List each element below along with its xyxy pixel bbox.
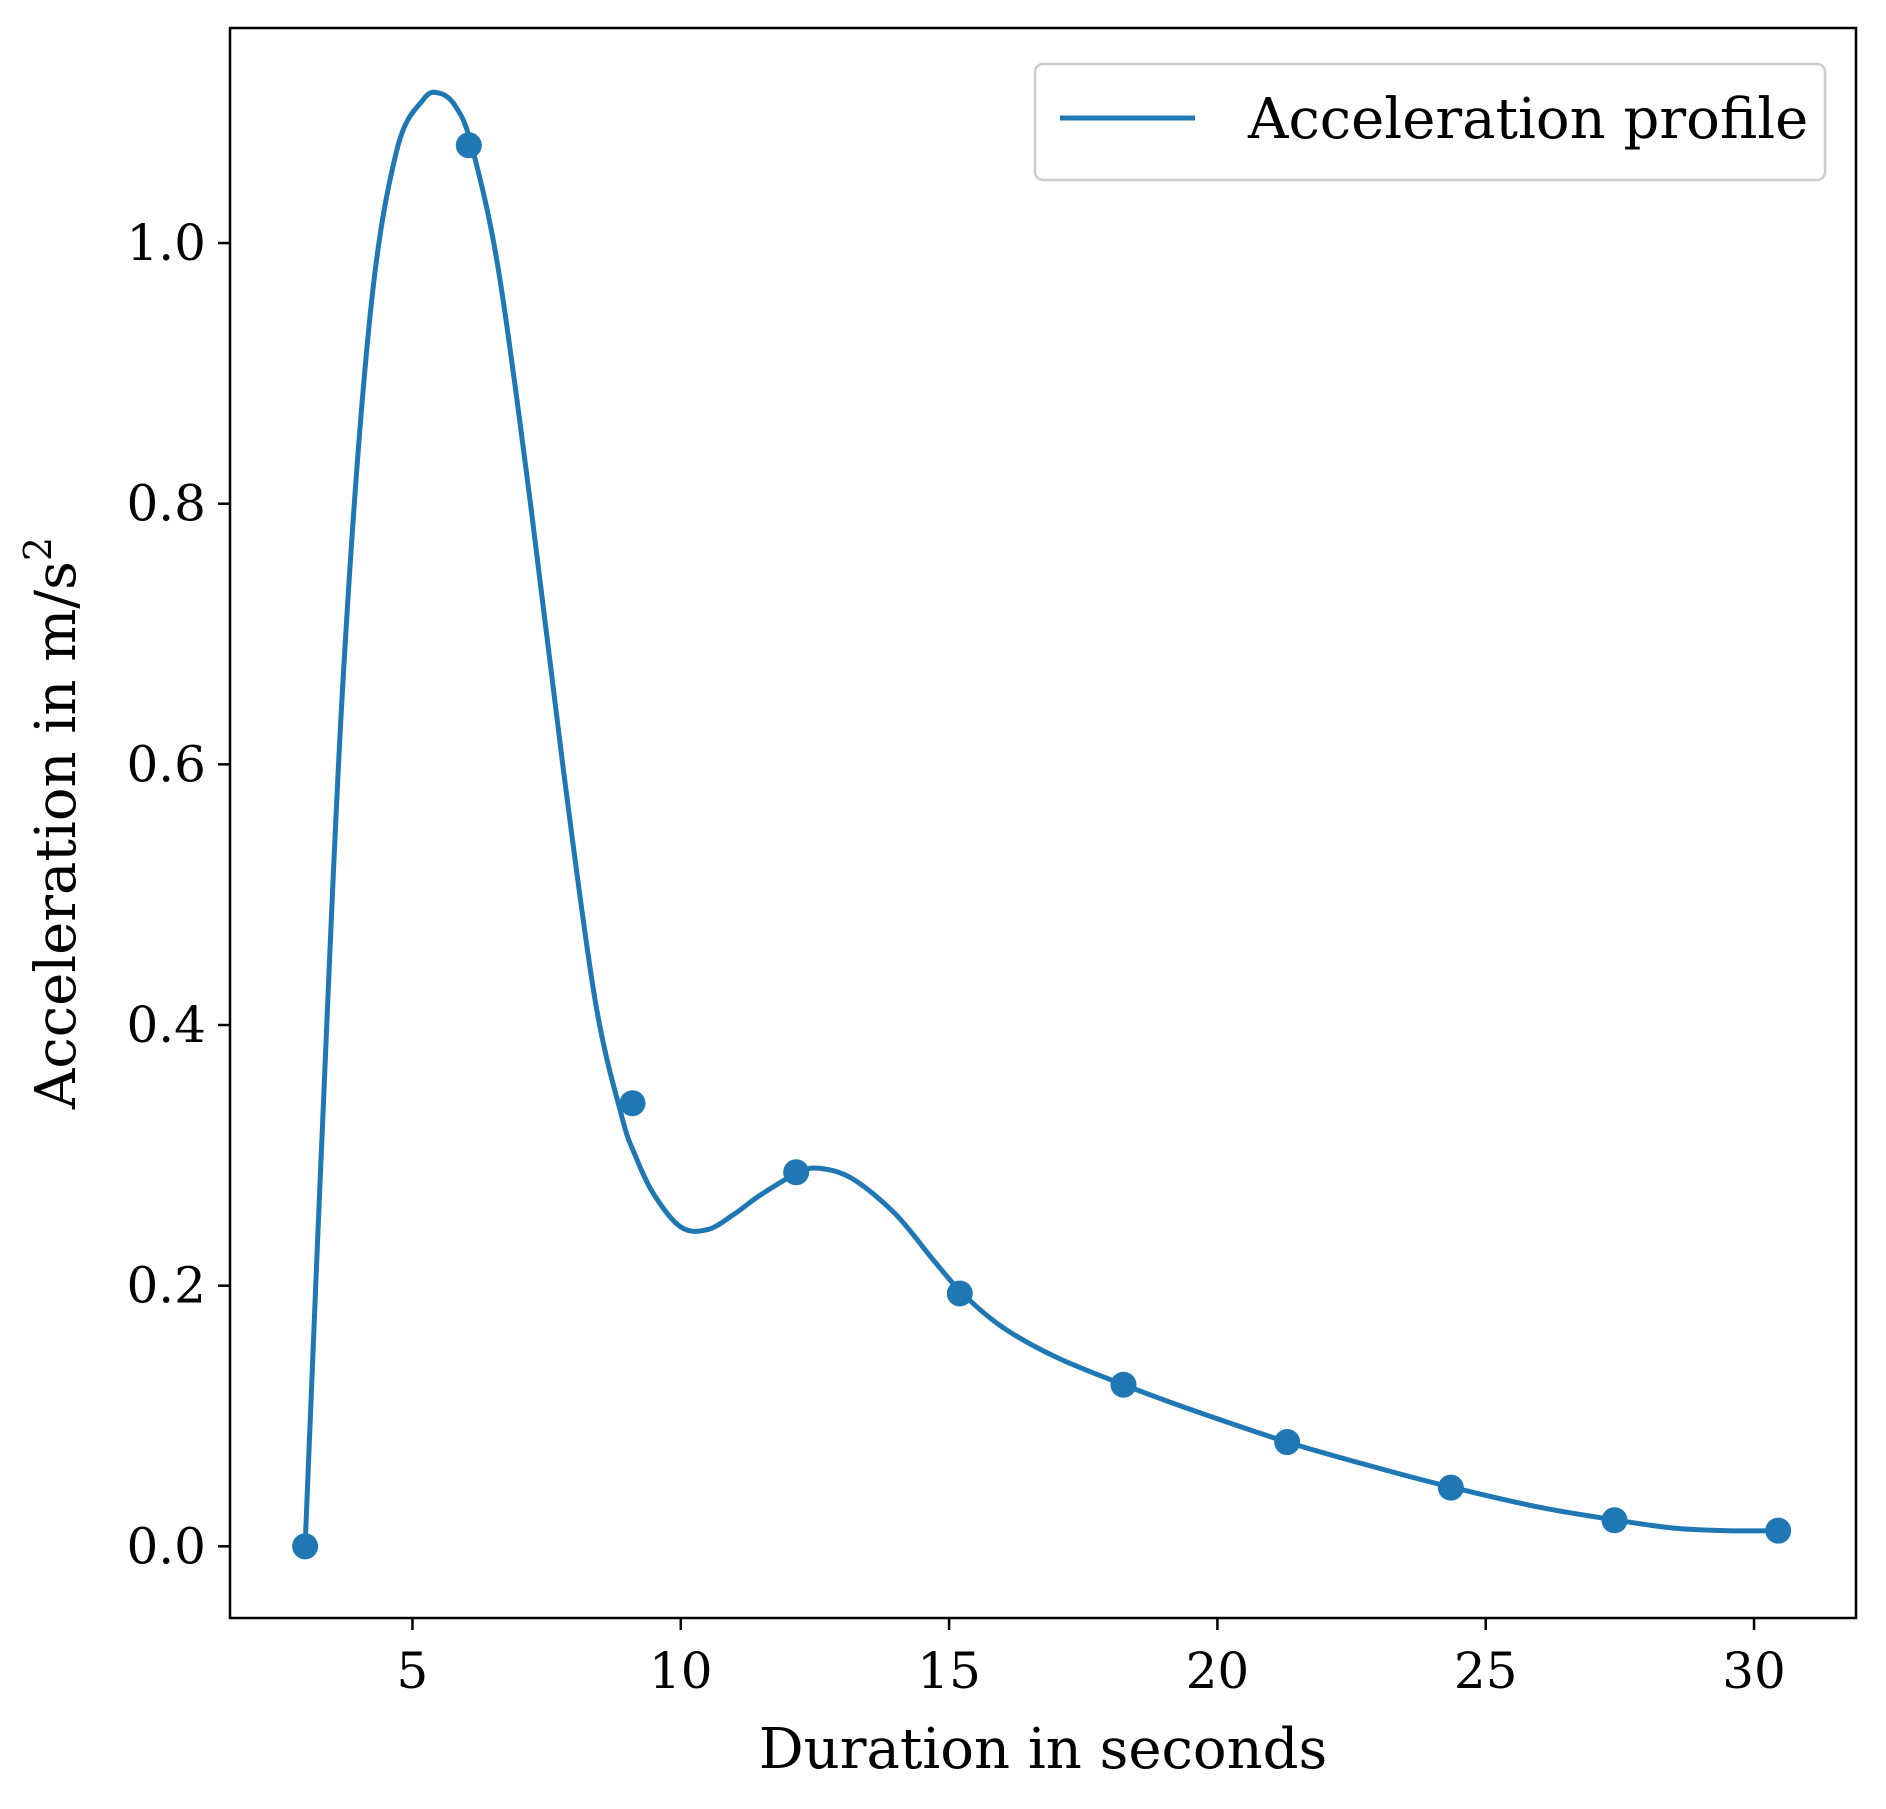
plot-frame	[228, 26, 1858, 1620]
legend-label-acceleration-profile: Acceleration profile	[1247, 87, 1808, 152]
plot-area	[230, 28, 1856, 1618]
legend: Acceleration profile	[1033, 62, 1827, 182]
data-point-marker	[619, 1090, 646, 1117]
data-point-marker	[1601, 1507, 1628, 1534]
y-axis-title-superscript: 2	[16, 537, 60, 561]
y-tick-label: 0.8	[126, 475, 206, 533]
data-point-marker	[455, 132, 482, 159]
x-tick-label: 20	[1186, 1642, 1250, 1700]
x-axis-title: Duration in seconds	[759, 1717, 1328, 1782]
x-axis-ticks: 5 10 15 20 25 30	[397, 1618, 1786, 1700]
data-point-marker	[1274, 1429, 1301, 1456]
series-markers	[292, 132, 1792, 1560]
y-tick-label: 1.0	[126, 214, 206, 272]
data-point-marker	[1110, 1371, 1137, 1398]
x-tick-label: 15	[917, 1642, 981, 1700]
y-axis-title: Acceleration in m/s2	[16, 537, 89, 1110]
y-tick-label: 0.4	[126, 996, 206, 1054]
data-point-marker	[292, 1533, 319, 1560]
data-point-marker	[946, 1280, 973, 1307]
legend-box	[1033, 62, 1827, 182]
y-tick-label: 0.6	[126, 735, 206, 793]
y-axis-ticks: 0.0 0.2 0.4 0.6 0.8 1.0	[126, 214, 230, 1575]
data-point-marker	[783, 1159, 810, 1186]
y-tick-label: 0.2	[126, 1257, 206, 1315]
data-point-marker	[1437, 1474, 1464, 1501]
x-tick-label: 30	[1722, 1642, 1786, 1700]
x-tick-label: 10	[649, 1642, 713, 1700]
y-axis-title-group: Acceleration in m/s2	[16, 537, 89, 1110]
y-tick-label: 0.0	[126, 1517, 206, 1575]
x-tick-label: 5	[397, 1642, 429, 1700]
x-tick-label: 25	[1454, 1642, 1518, 1700]
data-point-marker	[1765, 1517, 1792, 1544]
y-axis-title-text: Acceleration in m/s	[24, 561, 89, 1110]
